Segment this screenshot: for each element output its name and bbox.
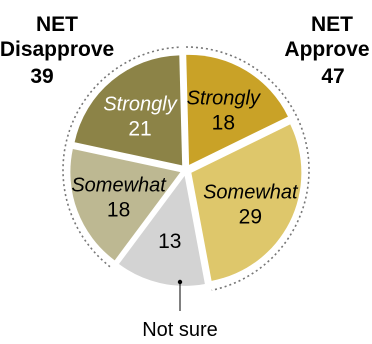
not-sure-callout-label: Not sure	[142, 319, 218, 341]
slice-value-approve-somewhat: 29	[239, 205, 262, 228]
not-sure-callout-dot	[177, 279, 183, 285]
net-approve-net-label: NET	[311, 13, 353, 36]
slice-label-approve-somewhat: Somewhat	[203, 181, 299, 203]
pie-slice-disapprove-strongly	[74, 55, 183, 166]
net-disapprove-net-label: NET	[36, 13, 78, 36]
slice-value-disapprove-somewhat: 18	[107, 198, 130, 221]
slice-label-disapprove-strongly: Strongly	[103, 94, 177, 116]
net-disapprove-label: Disapprove	[0, 38, 114, 61]
pie-slice-approve-somewhat	[191, 124, 302, 281]
pie-slice-not-sure-value	[118, 175, 205, 286]
slice-label-disapprove-somewhat: Somewhat	[71, 174, 167, 196]
pie-slice-labels: Strongly18Somewhat2913Somewhat18Strongly…	[71, 87, 299, 253]
slice-value-not-sure-value: 13	[158, 230, 181, 253]
pie-slices	[70, 54, 302, 286]
pie-slice-disapprove-somewhat	[70, 148, 181, 261]
pie-slice-approve-strongly	[186, 54, 288, 165]
slice-value-approve-strongly: 18	[212, 111, 235, 134]
net-disapprove-value: 39	[30, 65, 53, 88]
net-approve-label: Approve	[284, 38, 369, 61]
slice-value-disapprove-strongly: 21	[128, 118, 151, 141]
net-approve-outline-arc	[185, 46, 310, 292]
slice-label-approve-strongly: Strongly	[187, 87, 261, 109]
net-outline-arcs	[62, 46, 310, 292]
net-approve-value: 47	[321, 65, 344, 88]
